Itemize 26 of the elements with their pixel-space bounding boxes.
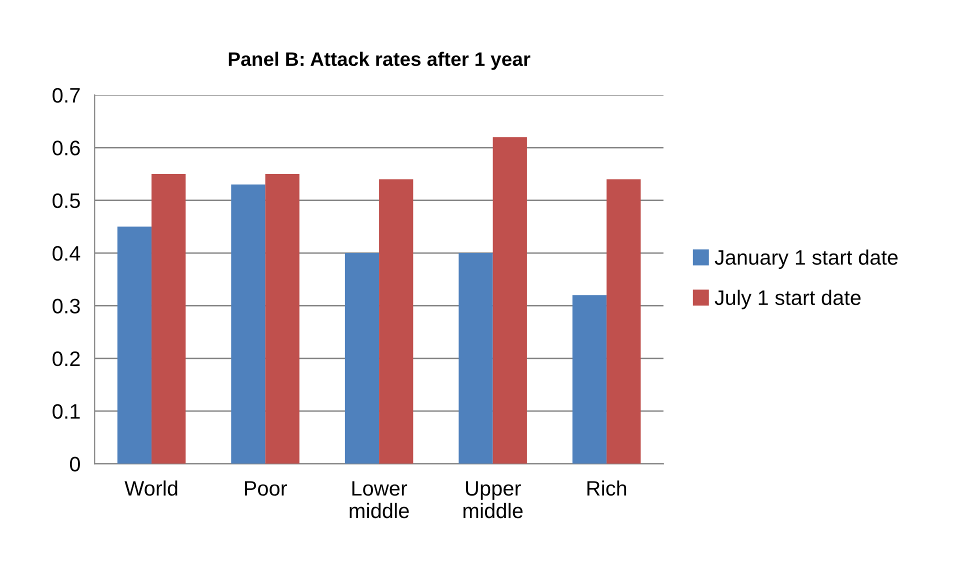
bar <box>458 253 493 464</box>
bar <box>572 295 607 464</box>
x-tick-label: Rich <box>587 480 626 496</box>
y-tick-label: 0.3 <box>52 298 80 314</box>
x-tick-label: Upper middle <box>464 481 523 518</box>
chart-title: Panel B: Attack rates after 1 year <box>228 52 530 70</box>
y-tick-label: 0.1 <box>52 404 80 419</box>
bar <box>231 184 266 464</box>
y-tick-label: 0.4 <box>52 246 80 261</box>
x-tick-label: World <box>124 480 178 496</box>
bar <box>606 179 641 464</box>
legend-label: January 1 start date <box>714 250 898 269</box>
y-tick-label: 0.7 <box>52 88 80 103</box>
bar <box>152 174 186 464</box>
y-tick-label: 0.5 <box>52 193 80 208</box>
bar <box>265 174 300 464</box>
x-tick-label: Poor <box>244 481 287 496</box>
x-tick-label: Lower middle <box>350 481 409 518</box>
y-tick-label: 0.2 <box>52 351 80 366</box>
legend-label: July 1 start date <box>714 290 861 310</box>
bar <box>344 253 380 464</box>
y-tick-label: 0.6 <box>52 140 80 156</box>
bar <box>492 137 527 464</box>
bar <box>117 226 152 464</box>
y-tick-label: 0 <box>70 456 80 472</box>
bar <box>379 179 414 464</box>
